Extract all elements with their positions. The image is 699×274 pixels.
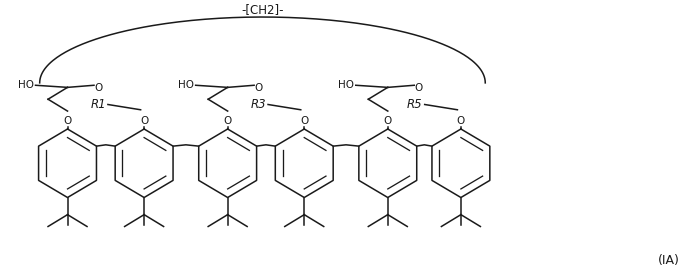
Text: O: O bbox=[94, 83, 102, 93]
Text: O: O bbox=[300, 116, 308, 126]
Text: R1: R1 bbox=[90, 98, 106, 111]
Text: -[CH2]-: -[CH2]- bbox=[241, 3, 284, 16]
Text: O: O bbox=[456, 116, 465, 126]
Text: HO: HO bbox=[18, 80, 34, 90]
Text: (IA): (IA) bbox=[658, 254, 680, 267]
Text: O: O bbox=[384, 116, 392, 126]
Text: HO: HO bbox=[338, 80, 354, 90]
Text: O: O bbox=[224, 116, 232, 126]
Text: O: O bbox=[140, 116, 148, 126]
Text: O: O bbox=[415, 83, 422, 93]
Text: HO: HO bbox=[178, 80, 194, 90]
Text: O: O bbox=[64, 116, 72, 126]
Text: O: O bbox=[254, 83, 262, 93]
Text: R5: R5 bbox=[407, 98, 423, 111]
Text: R3: R3 bbox=[250, 98, 266, 111]
